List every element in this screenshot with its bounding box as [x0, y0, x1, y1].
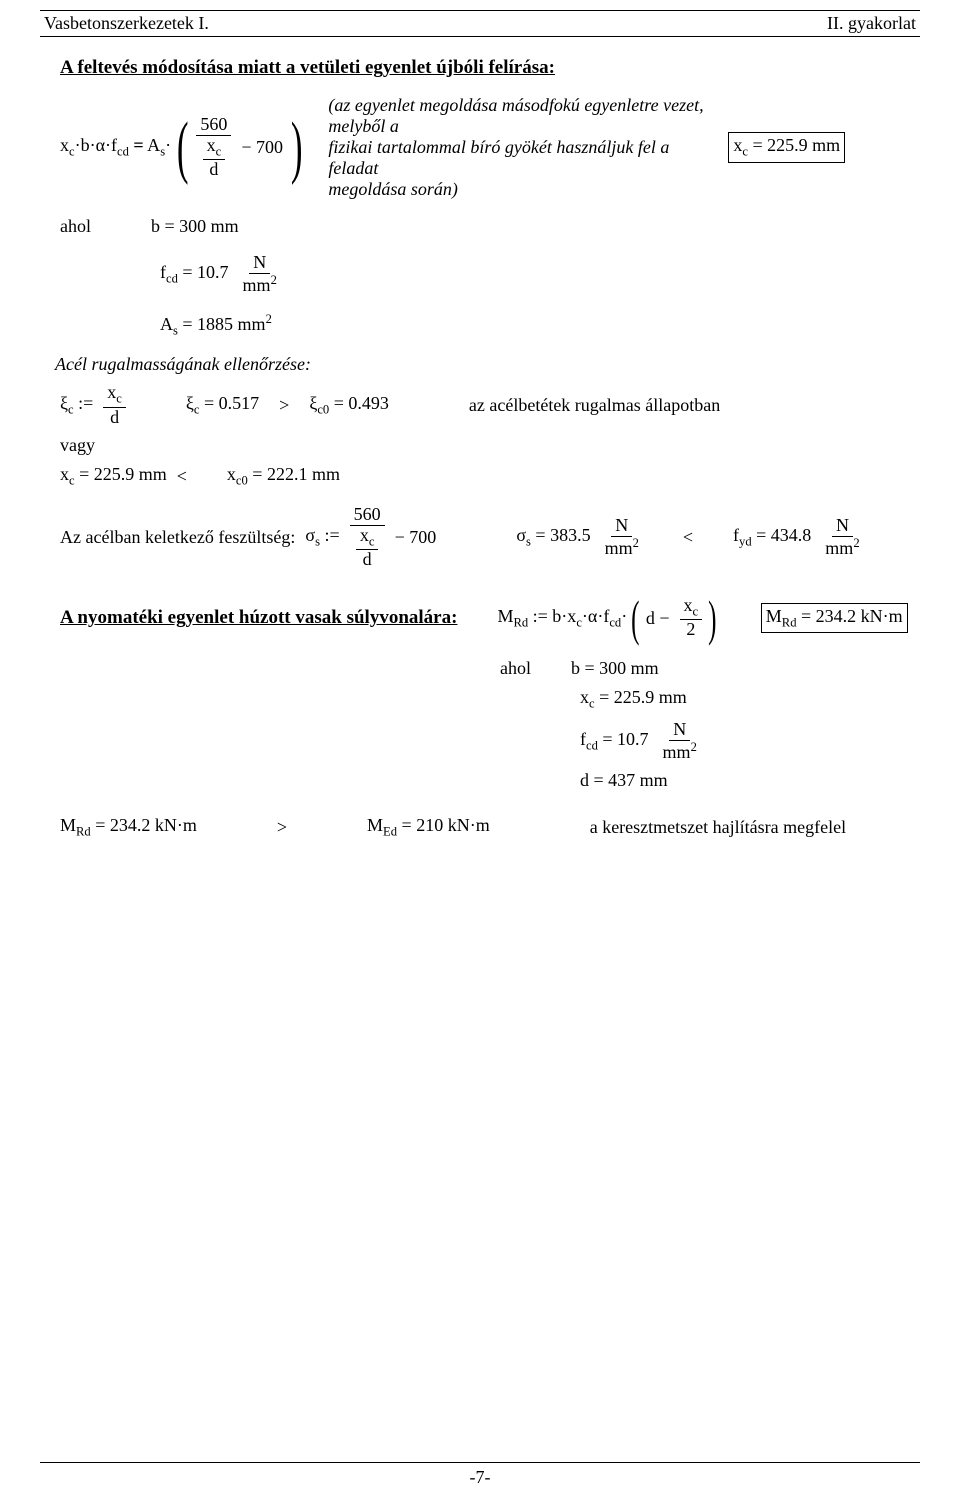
b-eq: b = 300 mm [151, 216, 239, 237]
eq1-d: d [205, 160, 222, 180]
eq1-note1: (az egyenlet megoldása másodfokú egyenle… [328, 95, 708, 137]
fyd-eq: fyd = 434.8 [733, 525, 811, 550]
MRd-paren: ( d − xc 2 ) [627, 594, 721, 642]
xc-result-box: xc = 225.9 mm [728, 132, 845, 163]
sig-mm2: mm2 [601, 537, 643, 559]
b2-eq: b = 300 mm [571, 658, 659, 679]
xc0-eq: xc0 = 222.1 mm [227, 464, 340, 489]
sigma-title: Az acélban keletkező feszültség: [60, 527, 295, 548]
vagy-label: vagy [60, 435, 920, 456]
fcd-num: N [249, 253, 270, 274]
ahol2-label: ahol [500, 658, 531, 679]
rugell-title: Acél rugalmasságának ellenőrzése: [55, 354, 920, 375]
sigma-def: σs := [305, 525, 339, 550]
sigma-d: d [359, 550, 376, 570]
xi-c-def: ξc := [60, 393, 93, 418]
eq1-note2: fizikai tartalommal bíró gyökét használj… [328, 137, 708, 179]
eq1-lhs: xc·b·α·fcd = As· [60, 135, 171, 160]
xi-c0-val: ξc0 = 0.493 [309, 393, 389, 418]
section-title: A feltevés módosítása miatt a vetületi e… [60, 57, 920, 79]
MRd-def: MRd := b·xc·α·fcd· [497, 606, 627, 631]
sigma-560: 560 [350, 505, 385, 526]
page-number: -7- [40, 1467, 920, 1488]
d-eq: d = 437 mm [580, 770, 668, 790]
xc-eq2: xc = 225.9 mm [60, 464, 167, 489]
sig-N: N [611, 516, 632, 537]
fcd2-N: N [669, 720, 690, 741]
sigma-result: σs = 383.5 [516, 525, 590, 550]
xi-num: xc [103, 383, 126, 407]
eq1-xc: xc [203, 136, 226, 160]
fyd-mm2: mm2 [821, 537, 863, 559]
fcd-den: mm2 [239, 274, 281, 296]
fcd2-mm2: mm2 [659, 741, 701, 763]
lt1: < [177, 466, 187, 487]
header-right: II. gyakorlat [827, 13, 916, 34]
eq1-minus700: − 700 [241, 137, 283, 158]
MRd-result-box: MRd = 234.2 kN·m [761, 603, 908, 634]
fcd-eq: fcd = 10.7 [160, 262, 229, 287]
eq1-note: (az egyenlet megoldása másodfokú egyenle… [328, 95, 708, 200]
nyomatek-title: A nyomatéki egyenlet húzott vasak súlyvo… [60, 607, 457, 629]
footer: -7- [40, 1462, 920, 1488]
eq1-note3: megoldása során) [328, 179, 708, 200]
MRd-d: d − [646, 608, 670, 629]
sigma-xc: xc [356, 526, 379, 550]
fcd2-eq: fcd = 10.7 [580, 729, 649, 754]
final-MRd: MRd = 234.2 kN·m [60, 815, 197, 840]
gt1: > [279, 395, 289, 416]
xi-den: d [106, 408, 123, 428]
xc3-eq: xc = 225.9 mm [580, 687, 687, 707]
MRd-xc: xc [680, 596, 703, 620]
As-eq: As = 1885 mm2 [160, 314, 272, 334]
fyd-N: N [832, 516, 853, 537]
MRd-2: 2 [682, 620, 699, 640]
header-left: Vasbetonszerkezetek I. [44, 13, 209, 34]
final-MEd: MEd = 210 kN·m [367, 815, 490, 840]
final-text: a keresztmetszet hajlításra megfelel [590, 817, 846, 838]
eq1-560: 560 [196, 115, 231, 136]
lt2: < [683, 527, 693, 548]
sigma-minus: − 700 [395, 527, 437, 548]
header-bar: Vasbetonszerkezetek I. II. gyakorlat [40, 10, 920, 37]
final-gt: > [277, 817, 287, 838]
rugalmas-text: az acélbetétek rugalmas állapotban [469, 395, 720, 416]
xi-c-val: ξc = 0.517 [186, 393, 259, 418]
eq1-paren: ( 560 xc d − 700 ) [171, 111, 308, 184]
ahol-label: ahol [60, 216, 91, 237]
